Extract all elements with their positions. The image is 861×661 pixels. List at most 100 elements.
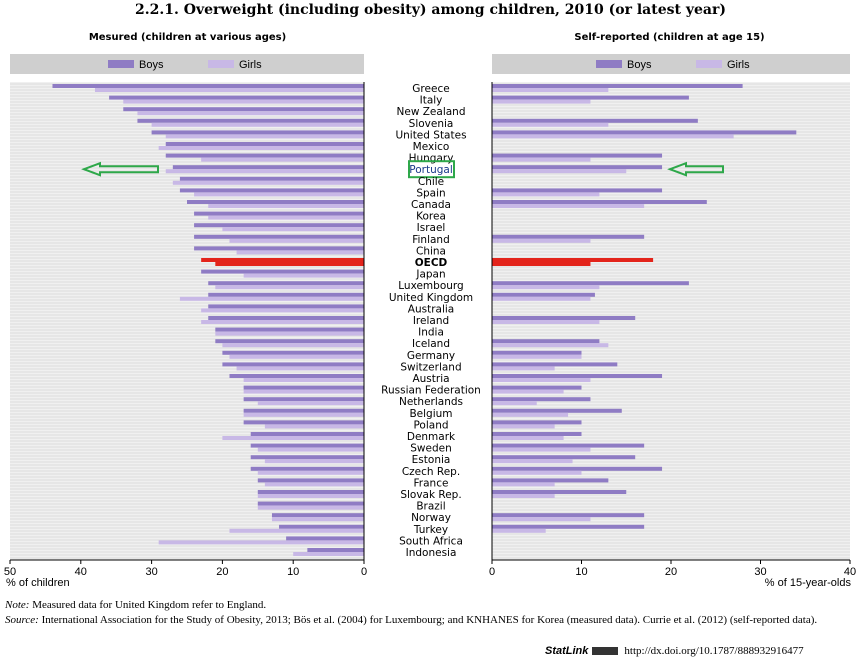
- right-bar-girls-iceland: [492, 343, 609, 348]
- left-legend-boys-swatch: [108, 60, 134, 68]
- left-bar-girls-oecd: [215, 262, 364, 266]
- right-x-axis-label: % of 15-year-olds: [765, 577, 852, 589]
- category-label-italy: Italy: [420, 95, 443, 107]
- category-label-korea: Korea: [416, 211, 446, 223]
- right-bar-boys-united-kingdom: [492, 292, 595, 297]
- left-bar-girls-turkey: [229, 528, 364, 533]
- right-bar-girls-denmark: [492, 436, 564, 440]
- category-label-turkey: Turkey: [413, 524, 448, 536]
- right-bar-boys-estonia: [492, 455, 636, 460]
- category-label-poland: Poland: [413, 419, 448, 431]
- left-legend-bar: [10, 54, 364, 74]
- left-bar-boys-brazil: [257, 501, 364, 506]
- left-bar-girls-korea: [208, 215, 364, 220]
- right-legend-girls-swatch: [696, 60, 722, 68]
- right-x-tick-label: 0: [489, 566, 495, 578]
- left-bar-boys-turkey: [279, 524, 364, 529]
- left-bar-boys-belgium: [243, 408, 364, 413]
- left-bar-boys-czech-rep: [250, 466, 364, 471]
- left-bar-girls-canada: [208, 204, 364, 208]
- left-bar-girls-greece: [94, 88, 365, 92]
- left-bar-girls-chile: [172, 180, 364, 185]
- left-bar-boys-spain: [179, 188, 364, 193]
- left-panel-subtitle: Mesured (children at various ages): [88, 32, 287, 43]
- left-x-tick-label: 40: [75, 566, 87, 578]
- left-legend-boys-label: Boys: [139, 59, 164, 71]
- category-label-netherlands: Netherlands: [399, 396, 463, 408]
- left-bar-girls-switzerland: [236, 366, 364, 371]
- left-bar-boys-germany: [222, 350, 364, 355]
- category-label-russian-federation: Russian Federation: [381, 385, 481, 397]
- source-label: Source:: [5, 614, 39, 626]
- left-bar-boys-russian-federation: [243, 385, 364, 390]
- right-x-tick-label: 10: [575, 566, 587, 578]
- category-label-indonesia: Indonesia: [406, 547, 457, 559]
- left-bar-boys-canada: [187, 200, 364, 204]
- right-bar-girls-luxembourg: [492, 285, 600, 290]
- left-x-tick-label: 0: [361, 566, 367, 578]
- right-bar-boys-switzerland: [492, 362, 618, 367]
- right-bar-boys-luxembourg: [492, 281, 689, 286]
- category-label-canada: Canada: [411, 199, 451, 211]
- statlink[interactable]: StatLink http://dx.doi.org/10.1787/888932…: [545, 645, 804, 657]
- right-bar-boys-france: [492, 478, 609, 483]
- left-bar-girls-luxembourg: [215, 285, 364, 290]
- right-legend-boys-swatch: [596, 60, 622, 68]
- right-bar-girls-canada: [492, 204, 645, 208]
- right-bar-boys-austria: [492, 374, 663, 378]
- right-bar-girls-switzerland: [492, 366, 555, 371]
- footnote: Note: Measured data for United Kingdom r…: [5, 598, 855, 613]
- left-bar-girls-netherlands: [257, 401, 364, 406]
- right-bar-girls-ireland: [492, 320, 600, 324]
- left-bar-boys-mexico: [165, 142, 364, 146]
- category-label-hungary: Hungary: [409, 153, 454, 165]
- left-bar-boys-united-kingdom: [208, 292, 364, 297]
- right-bar-girls-czech-rep: [492, 470, 582, 475]
- left-bar-boys-india: [215, 327, 364, 332]
- right-bar-girls-sweden: [492, 447, 591, 452]
- right-highlight-arrow-icon: [667, 161, 724, 177]
- category-label-india: India: [418, 327, 444, 339]
- right-bar-girls-portugal: [492, 169, 627, 174]
- right-bar-girls-hungary: [492, 157, 591, 162]
- left-bar-boys-chile: [179, 176, 364, 181]
- left-bar-boys-poland: [243, 420, 364, 425]
- left-bar-boys-italy: [109, 95, 365, 100]
- portugal-highlight-box: [408, 160, 455, 179]
- left-bar-girls-germany: [229, 354, 364, 359]
- left-bar-girls-united-states: [165, 134, 364, 139]
- left-bar-girls-south-africa: [158, 540, 364, 545]
- category-label-mexico: Mexico: [413, 141, 450, 153]
- category-label-iceland: Iceland: [412, 338, 450, 350]
- statlink-url[interactable]: http://dx.doi.org/10.1787/888932916477: [624, 645, 804, 657]
- left-bar-boys-finland: [194, 234, 364, 239]
- right-bar-girls-italy: [492, 99, 591, 104]
- left-bar-boys-united-states: [151, 130, 364, 135]
- left-bar-girls-brazil: [257, 505, 364, 510]
- right-bar-girls-slovenia: [492, 122, 609, 127]
- right-bar-girls-russian-federation: [492, 389, 564, 394]
- left-bar-boys-japan: [201, 269, 364, 274]
- right-bar-boys-slovenia: [492, 118, 698, 123]
- left-bar-boys-indonesia: [307, 548, 364, 552]
- source-note: Source: International Association for th…: [5, 613, 855, 628]
- left-bar-girls-norway: [271, 517, 364, 522]
- category-label-portugal: Portugal: [409, 164, 453, 176]
- category-label-norway: Norway: [411, 512, 451, 524]
- category-label-china: China: [416, 245, 446, 257]
- right-legend-bar: [492, 54, 850, 74]
- right-panel-subtitle: Self-reported (children at age 15): [574, 32, 765, 43]
- right-bar-girls-greece: [492, 88, 609, 92]
- left-bar-girls-indonesia: [293, 552, 364, 556]
- left-highlight-arrow-icon: [81, 161, 159, 177]
- left-bar-girls-china: [236, 250, 364, 255]
- category-label-oecd: OECD: [415, 257, 448, 269]
- right-bar-girls-poland: [492, 424, 555, 429]
- category-label-sweden: Sweden: [410, 443, 452, 455]
- statlink-logo-icon: [592, 647, 619, 656]
- right-bar-girls-germany: [492, 354, 582, 359]
- right-bar-girls-spain: [492, 192, 600, 197]
- left-bar-girls-finland: [229, 238, 364, 243]
- left-bar-girls-israel: [222, 227, 364, 232]
